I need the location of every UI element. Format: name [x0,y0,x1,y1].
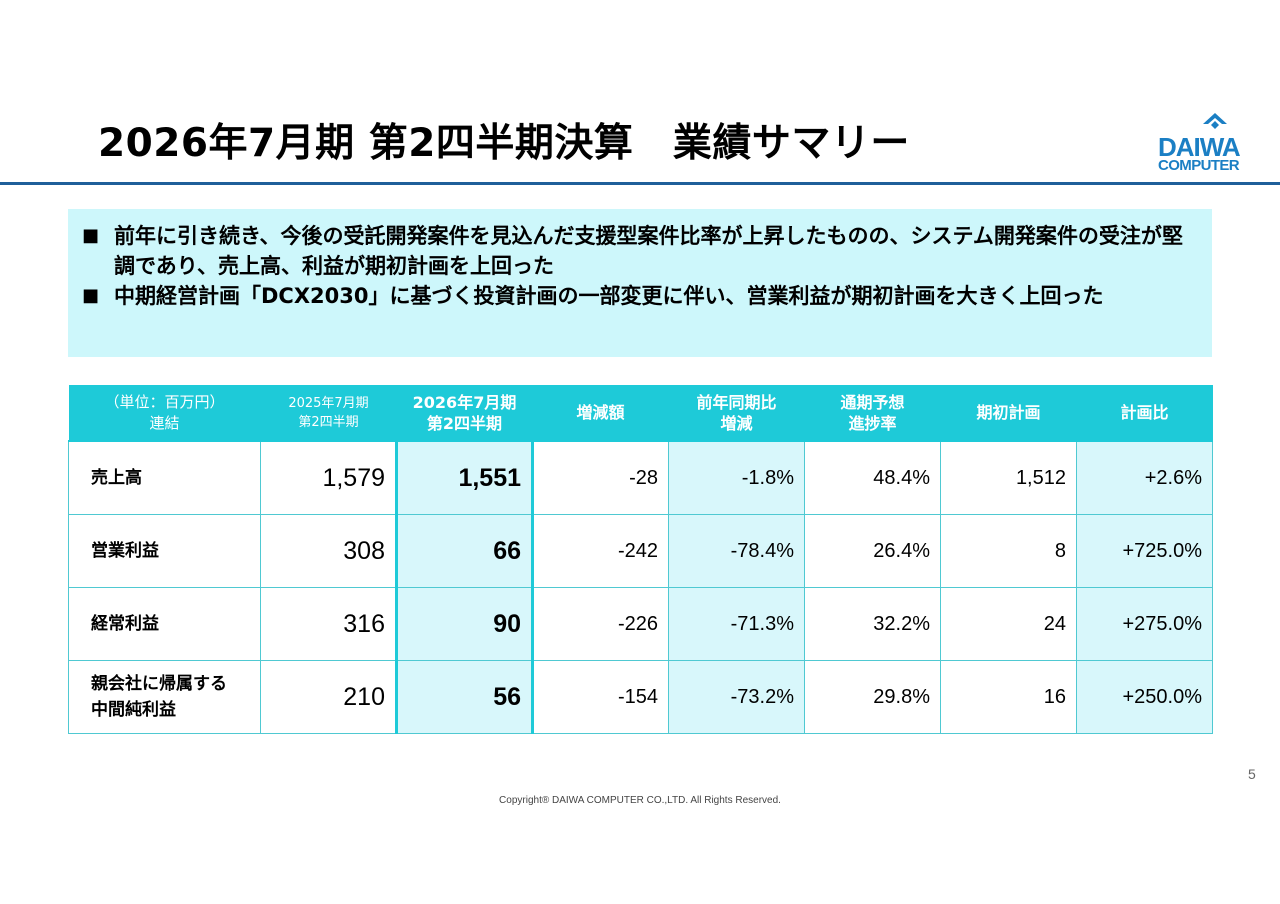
header-yoy: 前年同期比 増減 [668,385,805,442]
summary-bullet: ■ 中期経営計画「DCX2030」に基づく投資計画の一部変更に伴い、営業利益が期… [82,281,1192,311]
cell-prev: 210 [260,660,397,734]
cell-current: 1,551 [395,440,534,515]
row-label-line: 売上高 [91,468,142,488]
row-label-line: 親会社に帰属する [91,674,227,694]
summary-bullet-text: 中期経営計画「DCX2030」に基づく投資計画の一部変更に伴い、営業利益が期初計… [114,284,1104,308]
cell-change: -28 [532,440,669,515]
header-plan: 期初計画 [940,385,1077,442]
header-prev-line2: 第2四半期 [298,414,359,430]
title-divider [0,182,1280,185]
row-label: 売上高 [68,440,261,515]
row-label-line: 営業利益 [91,541,159,561]
header-plan-ratio: 計画比 [1076,385,1213,442]
results-table: （単位：百万円） 連結 2025年7月期 第2四半期 2026年7月期 第2四半… [68,385,1213,734]
table-row: 売上高 1,579 1,551 -28 -1.8% 48.4% 1,512 +2… [68,440,1213,515]
header-progress: 通期予想 進捗率 [804,385,941,442]
cell-current: 56 [395,660,534,734]
diamond-logo-icon [1203,113,1227,129]
row-label: 親会社に帰属する 中間純利益 [68,660,261,734]
cell-plan: 1,512 [940,440,1077,515]
cell-current: 90 [395,587,534,661]
table-row: 経常利益 316 90 -226 -71.3% 32.2% 24 +275.0% [68,587,1213,661]
cell-prev: 316 [260,587,397,661]
header-progress-line2: 進捗率 [848,413,897,433]
cell-yoy: -73.2% [668,660,805,734]
cell-change: -226 [532,587,669,661]
header-prev-period: 2025年7月期 第2四半期 [260,385,397,442]
cell-prev: 308 [260,514,397,588]
header-consolidated-label: 連結 [149,413,180,432]
copyright-notice: Copyright® DAIWA COMPUTER CO.,LTD. All R… [499,795,781,806]
cell-yoy: -71.3% [668,587,805,661]
header-unit-label: （単位：百万円） [104,392,225,411]
cell-plan-ratio: +725.0% [1076,514,1213,588]
cell-progress: 48.4% [804,440,941,515]
header-current-period: 2026年7月期 第2四半期 [396,385,533,442]
table-row: 親会社に帰属する 中間純利益 210 56 -154 -73.2% 29.8% … [68,660,1213,734]
cell-progress: 26.4% [804,514,941,588]
header-progress-line1: 通期予想 [840,392,905,412]
header-cur-line2: 第2四半期 [426,413,503,433]
cell-progress: 29.8% [804,660,941,734]
row-label-line: 経常利益 [91,614,159,634]
header-change: 増減額 [532,385,669,442]
company-logo: DAIWA COMPUTER [1158,112,1258,178]
header-yoy-line1: 前年同期比 [696,392,777,412]
bullet-marker: ■ [82,225,100,246]
cell-prev: 1,579 [260,440,397,515]
header-cur-line1: 2026年7月期 [412,392,517,412]
header-yoy-line2: 増減 [720,413,753,433]
cell-progress: 32.2% [804,587,941,661]
slide-title: 2026年7月期 第2四半期決算 業績サマリー [98,121,910,166]
cell-current: 66 [395,514,534,588]
row-label: 経常利益 [68,587,261,661]
cell-change: -242 [532,514,669,588]
cell-plan: 16 [940,660,1077,734]
header-unit: （単位：百万円） 連結 [68,385,261,442]
summary-bullet: ■ 前年に引き続き、今後の受託開発案件を見込んだ支援型案件比率が上昇したものの、… [82,221,1192,281]
logo-computer-text: COMPUTER [1158,157,1240,174]
cell-yoy: -78.4% [668,514,805,588]
cell-plan-ratio: +2.6% [1076,440,1213,515]
logo-daiwa-text: DAIWA [1158,132,1241,162]
table-header-row: （単位：百万円） 連結 2025年7月期 第2四半期 2026年7月期 第2四半… [68,385,1213,442]
table-row: 営業利益 308 66 -242 -78.4% 26.4% 8 +725.0% [68,514,1213,588]
header-prev-line1: 2025年7月期 [288,395,369,411]
cell-yoy: -1.8% [668,440,805,515]
row-label-line: 中間純利益 [91,700,176,720]
cell-plan-ratio: +275.0% [1076,587,1213,661]
cell-plan: 24 [940,587,1077,661]
row-label: 営業利益 [68,514,261,588]
bullet-marker: ■ [82,285,100,306]
cell-change: -154 [532,660,669,734]
page-number: 5 [1248,766,1256,782]
cell-plan-ratio: +250.0% [1076,660,1213,734]
summary-bullet-text: 前年に引き続き、今後の受託開発案件を見込んだ支援型案件比率が上昇したものの、シス… [114,224,1183,278]
summary-box: ■ 前年に引き続き、今後の受託開発案件を見込んだ支援型案件比率が上昇したものの、… [68,209,1212,357]
cell-plan: 8 [940,514,1077,588]
